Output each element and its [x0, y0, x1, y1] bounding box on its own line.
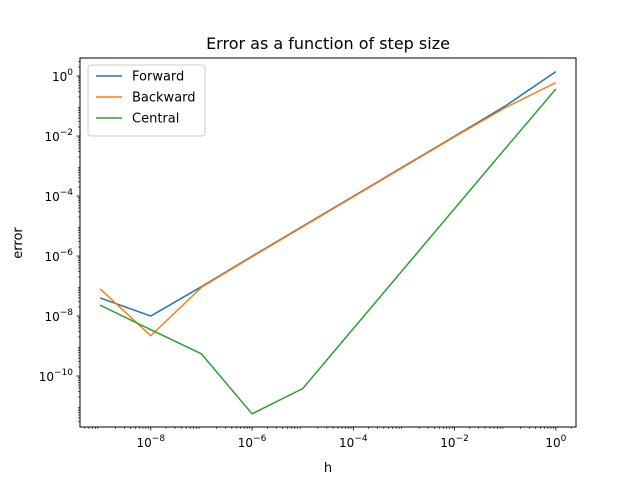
- legend-label-central: Central: [132, 112, 179, 127]
- x-axis: 10−8 10−6 10−4 10−2 100: [84, 427, 572, 450]
- y-tick-label: 10−4: [44, 188, 73, 204]
- y-axis-label: error: [11, 227, 26, 259]
- plot-area: [99, 71, 557, 415]
- x-tick-label: 10−6: [238, 434, 267, 450]
- x-tick-label: 10−2: [440, 434, 469, 450]
- series-line-central: [99, 88, 557, 415]
- x-tick-label: 10−4: [339, 434, 368, 450]
- y-tick-label: 100: [52, 68, 73, 84]
- y-tick-label: 10−10: [39, 368, 74, 384]
- series-line-backward: [99, 82, 557, 337]
- x-tick-label: 100: [545, 434, 566, 450]
- legend-label-backward: Backward: [132, 91, 196, 106]
- y-tick-label: 10−2: [44, 128, 73, 144]
- chart-title: Error as a function of step size: [206, 34, 450, 53]
- x-axis-label: h: [324, 461, 332, 476]
- y-tick-label: 10−6: [44, 248, 73, 264]
- legend-label-forward: Forward: [132, 70, 184, 85]
- legend: Forward Backward Central: [87, 64, 206, 137]
- x-tick-label: 10−8: [137, 434, 166, 450]
- y-axis: 10−10 10−8 10−6 10−4 10−2 100: [39, 61, 80, 423]
- y-tick-label: 10−8: [44, 308, 73, 324]
- axes-frame: [79, 57, 577, 428]
